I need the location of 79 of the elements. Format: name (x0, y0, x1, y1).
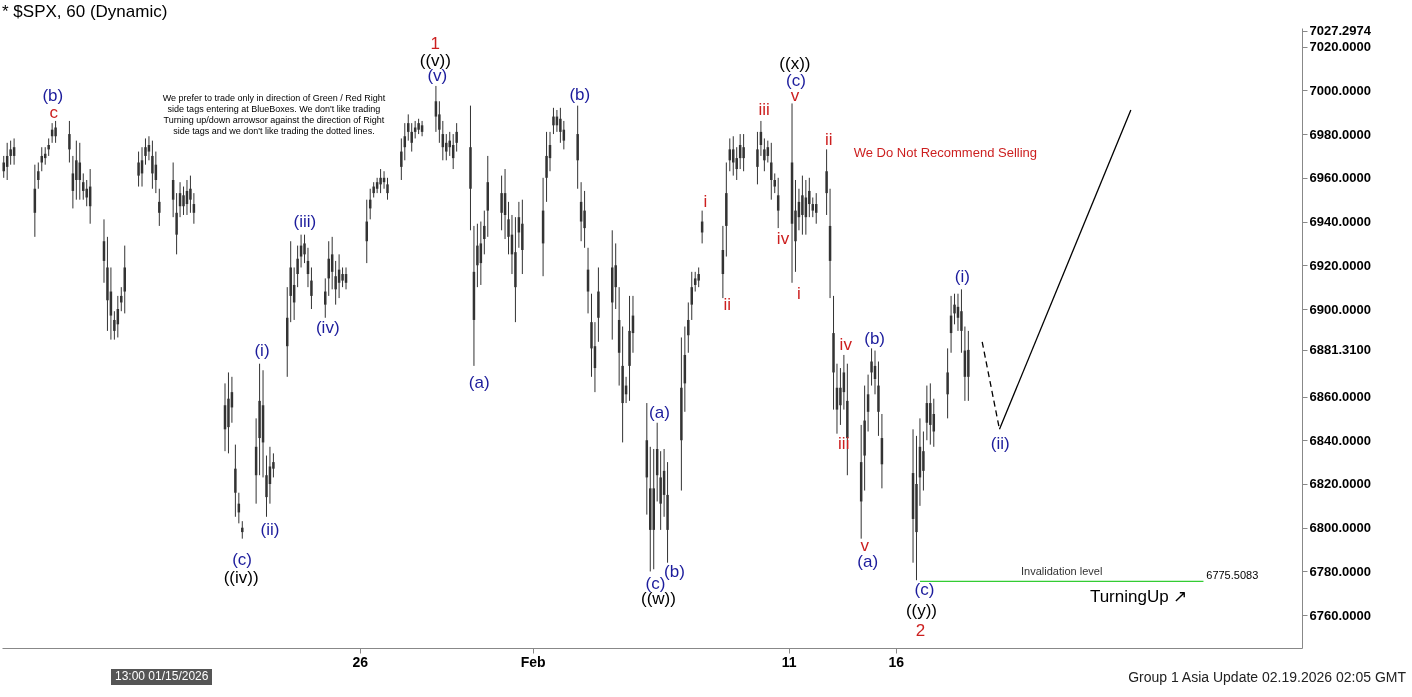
y-tick-label: 6940.0000 (1309, 214, 1371, 230)
candlestick (341, 266, 344, 288)
annotation: (c) (914, 580, 935, 600)
candlestick (151, 140, 154, 190)
annotation: iv (839, 334, 853, 354)
y-tick-label: 6820.0000 (1309, 476, 1371, 492)
candlestick (545, 131, 548, 203)
candlestick (379, 168, 382, 194)
annotation: iii (758, 99, 770, 119)
candlestick (742, 133, 745, 172)
y-tick-label: 6800.0000 (1309, 520, 1371, 536)
candlestick (687, 301, 690, 354)
y-tick-label: 7020.0000 (1309, 39, 1371, 55)
y-tick-label: 6900.0000 (1309, 301, 1371, 317)
candlestick (500, 175, 503, 231)
annotation: (c) (232, 549, 252, 569)
y-tick-label: 6980.0000 (1309, 126, 1371, 142)
annotation: 2 (915, 621, 926, 641)
y-tick-label: 6920.0000 (1309, 257, 1371, 273)
annotation: 1 (430, 33, 441, 53)
annotation: ii (723, 295, 731, 314)
annotation: (b) (569, 84, 591, 104)
y-tick-label: 7000.0000 (1309, 82, 1371, 98)
y-tick-label: 7027.2974 (1309, 23, 1372, 39)
annotation: ii (825, 129, 833, 149)
y-tick-label: 6840.0000 (1309, 432, 1371, 448)
candlestick (552, 107, 555, 135)
annotation: i (797, 283, 801, 303)
annotation: (b) (664, 561, 685, 581)
annotation: ((x)) (779, 54, 811, 74)
candlestick (137, 151, 140, 188)
candlestick (770, 142, 773, 201)
annotation: (a) (649, 402, 670, 422)
annotation: (i) (254, 341, 270, 361)
annotation: ((y)) (905, 600, 938, 620)
candlestick (158, 188, 161, 227)
chart-title: * $SPX, 60 (Dynamic) (2, 1, 168, 21)
candlestick (946, 347, 949, 419)
annotation: i (703, 191, 708, 211)
text: 13:00 01/15/2026 (111, 669, 213, 685)
annotation: iv (776, 229, 790, 248)
annotation: c (49, 102, 59, 122)
y-tick-label: 6881.3100 (1309, 342, 1371, 358)
annotation: v (860, 535, 870, 555)
candlestick (732, 135, 735, 177)
candlestick (929, 382, 932, 446)
x-tick-label: 16 (888, 653, 905, 670)
series-label: Invalidation level (1021, 565, 1103, 578)
annotation: TurningUp ↗ (1089, 586, 1188, 606)
annotation: ((iv)) (223, 568, 259, 588)
annotation: (i) (954, 267, 970, 287)
candlestick (697, 266, 700, 288)
x-tick-label: Feb (520, 653, 546, 670)
annotation: (a) (857, 552, 879, 572)
annotation: (b) (42, 85, 64, 105)
y-tick-label: 6860.0000 (1309, 389, 1371, 404)
candlestick (68, 120, 71, 163)
y-tick-label: 6960.0000 (1309, 170, 1371, 186)
candlestick (37, 162, 40, 190)
annotation: (a) (468, 373, 490, 393)
candlestick (445, 133, 448, 161)
candlestick (2, 155, 5, 179)
annotation: We prefer to trade only in direction of Green / Red Right side tags entering at BlueBoxes. We don't like trading Turning up/down arrowsor against the direction of Right side tags and we don't like trading the dotted lines. (162, 92, 386, 136)
annotation: (iii) (293, 212, 317, 232)
annotation: (b) (864, 329, 886, 349)
candlestick (801, 175, 804, 236)
x-tick-label: 26 (352, 653, 369, 670)
y-tick-label: 6760.0000 (1309, 607, 1371, 623)
annotation: 6775.5083 (1206, 569, 1259, 582)
y-tick-label: 6780.0000 (1309, 563, 1371, 579)
candlestick (922, 430, 925, 492)
annotation: (ii) (260, 519, 280, 539)
annotation: (ii) (990, 434, 1010, 454)
annotation: (iv) (315, 318, 340, 338)
x-tick-label: 11 (781, 653, 797, 670)
candlestick (54, 120, 57, 144)
candlestick (448, 131, 451, 157)
text: Group 1 Asia Update 02.19.2026 02:05 GMT (1128, 669, 1406, 685)
annotation: We Do Not Recommend Selling (853, 145, 1038, 161)
